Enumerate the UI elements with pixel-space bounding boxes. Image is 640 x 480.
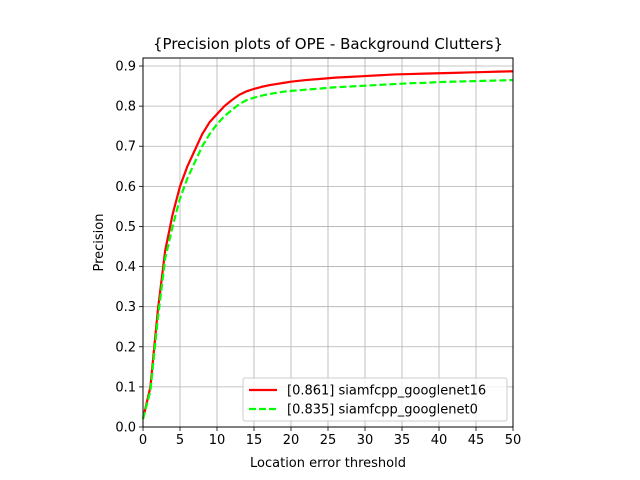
x-tick-label: 0 [139,433,147,448]
axis-ticks: 0 5 10 15 20 25 30 35 40 45 50 0.0 0.1 0.2 0.3 0.4 0.5 0.… [115,60,521,448]
x-tick-label: 25 [320,433,337,448]
y-tick-label: 0.3 [115,300,136,315]
legend-label: [0.835] siamfcpp_googlenet0 [287,403,478,418]
y-tick-label: 0.6 [115,180,136,195]
x-tick-label: 40 [431,433,448,448]
x-tick-label: 15 [246,433,263,448]
x-tick-label: 20 [283,433,300,448]
legend-label: [0.861] siamfcpp_googlenet16 [287,384,486,399]
series-lines [141,70,514,420]
x-tick-label: 50 [505,433,522,448]
y-tick-label: 0.0 [115,421,136,436]
x-tick-label: 35 [394,433,411,448]
y-axis-label: Precision [92,213,107,271]
y-tick-label: 0.7 [115,140,136,155]
chart-title: {Precision plots of OPE - Background Clu… [153,35,503,53]
y-tick-label: 0.5 [115,220,136,235]
x-tick-label: 5 [176,433,184,448]
legend-box [242,377,508,422]
x-tick-label: 45 [468,433,485,448]
y-tick-label: 0.1 [115,380,136,395]
x-axis-label: Location error threshold [250,456,406,471]
grid [142,58,514,428]
series-line-1 [141,70,514,420]
x-tick-label: 10 [209,433,226,448]
y-tick-label: 0.8 [115,100,136,115]
y-tick-label: 0.4 [115,260,136,275]
x-tick-label: 30 [357,433,374,448]
series-line-2 [141,78,514,420]
y-tick-label: 0.2 [115,340,136,355]
legend: [0.861] siamfcpp_googlenet16 [0.835] siam… [242,377,508,422]
y-tick-label: 0.9 [115,60,136,75]
